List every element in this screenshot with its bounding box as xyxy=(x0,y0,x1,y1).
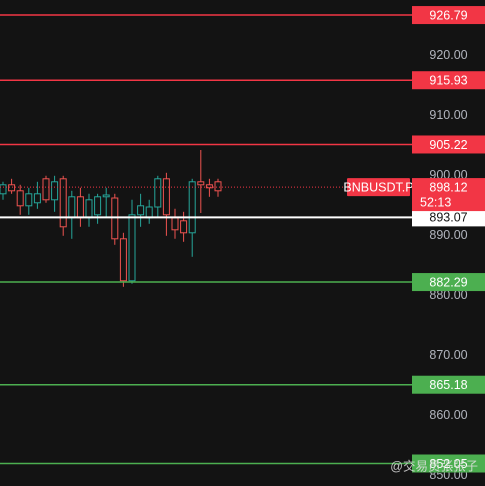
level-label: 905.22 xyxy=(429,138,467,152)
y-tick-label: 910.00 xyxy=(429,108,467,122)
candle-body xyxy=(42,178,50,201)
level-label-box xyxy=(412,454,485,473)
candle-body xyxy=(171,217,179,231)
level-label-box xyxy=(412,71,485,90)
level-label: 915.93 xyxy=(429,74,467,88)
y-tick-label: 860.00 xyxy=(429,408,467,422)
marker-label-box xyxy=(412,208,485,227)
candle-body xyxy=(94,196,102,216)
candle-body xyxy=(85,199,93,219)
candle-body xyxy=(68,196,76,219)
y-tick-label: 930.00 xyxy=(429,0,467,2)
candle-body xyxy=(102,194,110,198)
candle-body xyxy=(205,184,213,189)
candle-body xyxy=(214,181,222,192)
candle-body xyxy=(33,193,41,204)
candle-body xyxy=(128,214,136,282)
candle-body xyxy=(16,190,24,207)
level-label-box xyxy=(412,135,485,154)
candle-body xyxy=(51,181,59,201)
level-label: 852.05 xyxy=(429,457,467,471)
candle-body xyxy=(111,197,119,240)
y-tick-label: 920.00 xyxy=(429,48,467,62)
last-price-box xyxy=(412,178,485,212)
marker-label: 893.07 xyxy=(429,211,467,225)
candle-body xyxy=(197,181,205,186)
candle-body xyxy=(154,178,162,208)
candle-body xyxy=(162,178,170,216)
candle-body xyxy=(25,193,33,207)
level-label-box xyxy=(412,375,485,394)
level-label-box xyxy=(412,273,485,292)
level-label: 865.18 xyxy=(429,378,467,392)
candle-body xyxy=(76,196,84,219)
symbol-label-box xyxy=(347,178,410,197)
candle-body xyxy=(119,238,127,282)
countdown-label: 52:13 xyxy=(420,195,451,209)
symbol-label: BNBUSDT.P xyxy=(343,180,413,194)
candle-body xyxy=(188,181,196,234)
candle-body xyxy=(137,205,145,216)
candle-body xyxy=(180,220,188,234)
level-label-box xyxy=(412,6,485,25)
y-tick-label: 870.00 xyxy=(429,348,467,362)
candle-body xyxy=(145,206,153,219)
level-label: 882.29 xyxy=(429,275,467,289)
candle-body xyxy=(59,178,67,228)
last-price-label: 898.12 xyxy=(429,180,467,194)
y-tick-label: 880.00 xyxy=(429,288,467,302)
watermark: @交易员张张子 xyxy=(390,458,478,473)
candle-body xyxy=(0,184,7,195)
candle-body xyxy=(8,184,16,192)
y-tick-label: 890.00 xyxy=(429,228,467,242)
level-label: 926.79 xyxy=(429,8,467,22)
